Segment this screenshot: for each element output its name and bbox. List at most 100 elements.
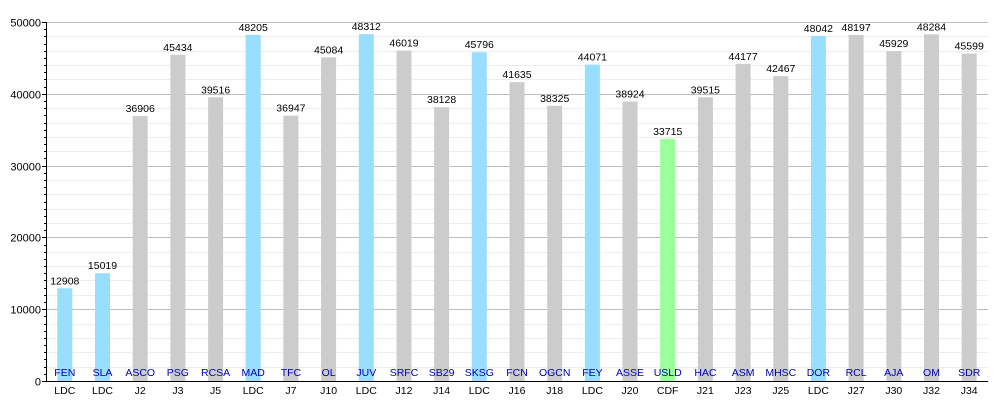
round-label: LDC bbox=[582, 385, 603, 397]
value-label: 48312 bbox=[352, 21, 381, 33]
round-label: J34 bbox=[961, 385, 978, 397]
bar-asco bbox=[132, 116, 148, 381]
team-label: DOR bbox=[807, 367, 831, 379]
bar-ol bbox=[321, 57, 337, 382]
team-label: SB29 bbox=[429, 367, 455, 379]
team-label: OM bbox=[923, 367, 940, 379]
team-label: HAC bbox=[694, 367, 717, 379]
value-label: 36947 bbox=[276, 103, 305, 115]
team-label: ASCO bbox=[125, 367, 155, 379]
team-label: TFC bbox=[281, 367, 302, 379]
round-label: J16 bbox=[509, 385, 526, 397]
value-label: 45084 bbox=[314, 44, 343, 56]
y-tick-label: 30000 bbox=[10, 162, 41, 174]
round-label: J10 bbox=[320, 385, 337, 397]
value-label: 39515 bbox=[691, 84, 720, 96]
bar-fey bbox=[584, 64, 600, 381]
value-label: 44177 bbox=[728, 51, 757, 63]
team-label: FEN bbox=[54, 367, 75, 379]
value-label: 48197 bbox=[841, 22, 870, 34]
bar-sb29 bbox=[434, 107, 450, 381]
team-label: OGCN bbox=[539, 367, 571, 379]
team-label: SDR bbox=[958, 367, 981, 379]
bar-mhsc bbox=[773, 76, 789, 381]
bar-rcl bbox=[848, 34, 864, 382]
value-label: 12908 bbox=[50, 275, 79, 287]
team-label: MHSC bbox=[765, 367, 796, 379]
bar-hac bbox=[697, 97, 713, 382]
bar-fcn bbox=[509, 82, 525, 381]
value-label: 48205 bbox=[239, 22, 268, 34]
labels-layer: 12908 FEN LDC 15019 SLA LDC 36906 ASCO J2 45434 PS… bbox=[50, 21, 984, 397]
round-label: LDC bbox=[54, 385, 75, 397]
round-label: J5 bbox=[210, 385, 221, 397]
bar-tfc bbox=[283, 115, 299, 381]
team-label: ASM bbox=[732, 367, 755, 379]
value-label: 38325 bbox=[540, 93, 569, 105]
round-label: CDF bbox=[657, 385, 679, 397]
y-tick-label: 50000 bbox=[10, 18, 41, 30]
team-label: OL bbox=[322, 367, 336, 379]
round-label: J27 bbox=[848, 385, 865, 397]
round-label: J2 bbox=[135, 385, 146, 397]
value-label: 41635 bbox=[502, 69, 531, 81]
bar-ogcn bbox=[547, 105, 563, 382]
y-tick-label: 40000 bbox=[10, 90, 41, 102]
bar-fen bbox=[57, 288, 73, 381]
team-label: ASSE bbox=[616, 367, 644, 379]
round-label: J3 bbox=[172, 385, 183, 397]
y-tick-label: 0 bbox=[35, 377, 41, 389]
round-label: LDC bbox=[243, 385, 264, 397]
round-label: J12 bbox=[396, 385, 413, 397]
round-label: J21 bbox=[697, 385, 714, 397]
value-label: 15019 bbox=[88, 260, 117, 272]
bar-sksg bbox=[471, 52, 487, 381]
team-label: RCSA bbox=[201, 367, 230, 379]
value-label: 45434 bbox=[163, 42, 192, 54]
round-label: LDC bbox=[469, 385, 490, 397]
bars-layer bbox=[57, 34, 977, 382]
value-label: 45929 bbox=[879, 38, 908, 50]
axis-layer: 0 10000 20000 30000 40000 50000 bbox=[10, 18, 988, 389]
round-label: J32 bbox=[923, 385, 940, 397]
y-tick-label: 10000 bbox=[10, 305, 41, 317]
bar-rcsa bbox=[208, 97, 224, 382]
team-label: MAD bbox=[242, 367, 266, 379]
team-label: PSG bbox=[167, 367, 189, 379]
bar-dor bbox=[810, 36, 826, 381]
bar-asm bbox=[735, 63, 751, 382]
bar-juv bbox=[358, 34, 374, 381]
round-label: J20 bbox=[622, 385, 639, 397]
team-label: USLD bbox=[654, 367, 682, 379]
value-label: 45599 bbox=[955, 41, 984, 53]
value-label: 42467 bbox=[766, 63, 795, 75]
team-label: SLA bbox=[93, 367, 113, 379]
bar-srfc bbox=[396, 50, 412, 381]
team-label: SKSG bbox=[465, 367, 494, 379]
bar-psg bbox=[170, 54, 186, 382]
y-tick-label: 20000 bbox=[10, 233, 41, 245]
value-label: 33715 bbox=[653, 126, 682, 138]
value-label: 48284 bbox=[917, 21, 946, 33]
value-label: 36906 bbox=[126, 103, 155, 115]
team-label: RCL bbox=[846, 367, 867, 379]
round-label: LDC bbox=[808, 385, 829, 397]
bar-aja bbox=[886, 51, 902, 381]
value-label: 46019 bbox=[389, 38, 418, 50]
bar-mad bbox=[245, 34, 261, 382]
value-label: 39516 bbox=[201, 84, 230, 96]
round-label: J14 bbox=[433, 385, 450, 397]
bar-om bbox=[924, 34, 939, 382]
value-label: 45796 bbox=[465, 39, 494, 51]
round-label: J30 bbox=[885, 385, 902, 397]
value-label: 38128 bbox=[427, 94, 456, 106]
bar-sdr bbox=[961, 53, 977, 381]
team-label: JUV bbox=[356, 367, 376, 379]
team-label: SRFC bbox=[390, 367, 419, 379]
round-label: J25 bbox=[772, 385, 789, 397]
team-label: FEY bbox=[582, 367, 602, 379]
round-label: LDC bbox=[92, 385, 113, 397]
team-label: AJA bbox=[884, 367, 903, 379]
